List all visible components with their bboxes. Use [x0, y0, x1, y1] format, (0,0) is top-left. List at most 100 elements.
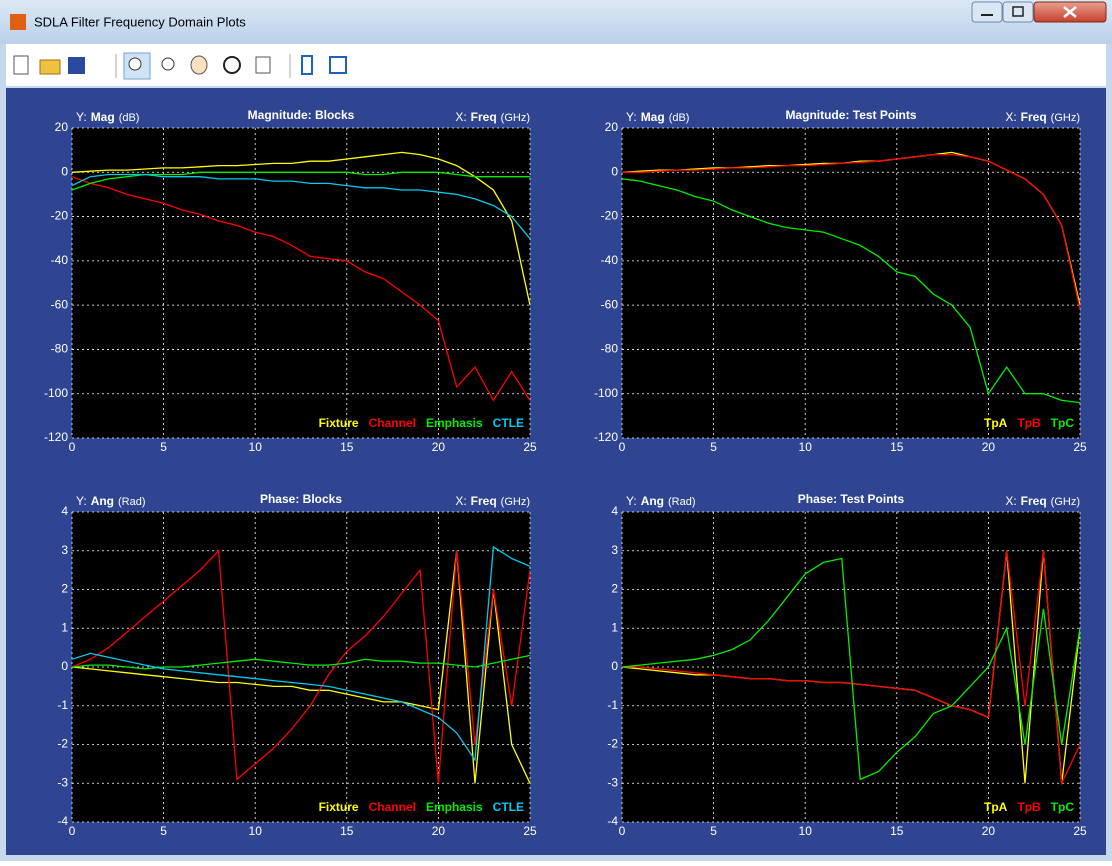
ylabel-unit: (Rad)	[118, 496, 146, 508]
toolbar-icons	[13, 52, 347, 80]
legend-entry: Fixture	[319, 416, 359, 430]
new-icon[interactable]	[13, 55, 29, 75]
legend-entry: TpC	[1051, 800, 1075, 814]
y-tick-label: 4	[61, 504, 68, 518]
y-tick-label: 4	[611, 504, 618, 518]
x-tick-label: 5	[710, 440, 717, 454]
x-tick-label: 25	[1073, 440, 1087, 454]
y-tick-label: -60	[601, 297, 619, 311]
y-tick-label: -40	[51, 253, 69, 267]
plot-area	[622, 128, 1080, 438]
y-tick-label: 0	[611, 164, 618, 178]
legend-entry: CTLE	[493, 416, 524, 430]
xlabel: X: Freq (GHz)	[455, 494, 530, 508]
window-title: SDLA Filter Frequency Domain Plots	[34, 14, 246, 29]
legend-entry: TpA	[984, 800, 1008, 814]
y-tick-label: 2	[61, 582, 68, 596]
legend-icon[interactable]	[329, 56, 347, 74]
rotate-icon[interactable]	[223, 56, 241, 74]
xlabel-prefix: X:	[1005, 110, 1016, 124]
title-bar	[0, 0, 1112, 44]
series-line	[622, 178, 1080, 404]
xlabel-unit: (GHz)	[1051, 496, 1080, 508]
x-tick-label: 20	[982, 440, 996, 454]
legend-entry: TpC	[1051, 416, 1075, 430]
ylabel-name: Mag	[641, 110, 665, 124]
xlabel-prefix: X:	[1005, 494, 1016, 508]
y-tick-label: 3	[61, 543, 68, 557]
series-line	[622, 557, 1080, 781]
ylabel-prefix: Y:	[626, 110, 637, 124]
x-tick-label: 25	[1073, 824, 1087, 838]
ylabel-prefix: Y:	[626, 494, 637, 508]
y-tick-label: -3	[57, 775, 68, 789]
x-tick-label: 5	[160, 824, 167, 838]
x-tick-label: 10	[249, 824, 263, 838]
x-tick-label: 25	[523, 824, 537, 838]
pan-icon[interactable]	[190, 55, 208, 75]
y-tick-label: -20	[51, 209, 69, 223]
y-tick-label: 0	[61, 164, 68, 178]
minimize-button[interactable]	[971, 1, 1003, 23]
xlabel-name: Freq	[1021, 110, 1047, 124]
legend-entry: Fixture	[319, 800, 359, 814]
ylabel-name: Ang	[641, 494, 664, 508]
y-tick-label: -4	[57, 814, 68, 828]
maximize-glyph	[1012, 6, 1024, 17]
xlabel: X: Freq (GHz)	[1005, 494, 1080, 508]
save-icon[interactable]	[68, 57, 85, 74]
colorbar-icon[interactable]	[301, 55, 313, 75]
y-tick-label: 0	[611, 659, 618, 673]
x-tick-label: 15	[890, 824, 904, 838]
xlabel-unit: (GHz)	[501, 112, 530, 124]
toolbar	[6, 44, 1106, 86]
series-line	[72, 176, 530, 402]
y-tick-label: -4	[607, 814, 618, 828]
xlabel: X: Freq (GHz)	[1005, 110, 1080, 124]
chart-title: Phase: Blocks	[260, 492, 342, 506]
y-tick-label: 0	[61, 659, 68, 673]
x-tick-label: 10	[249, 440, 263, 454]
ylabel-prefix: Y:	[76, 110, 87, 124]
plot-area	[72, 512, 530, 822]
x-tick-label: 15	[340, 440, 354, 454]
zoom-out-icon[interactable]	[161, 57, 175, 71]
xlabel-unit: (GHz)	[501, 496, 530, 508]
x-tick-label: 20	[982, 824, 996, 838]
x-tick-label: 15	[890, 440, 904, 454]
ylabel-prefix: Y:	[76, 494, 87, 508]
y-tick-label: -120	[44, 430, 68, 444]
ylabel-name: Ang	[91, 494, 114, 508]
y-tick-label: -40	[601, 253, 619, 267]
ylabel-unit: (dB)	[669, 112, 690, 124]
x-tick-label: 0	[69, 440, 76, 454]
open-icon[interactable]	[39, 59, 61, 75]
plot-area	[72, 128, 530, 438]
series-line	[72, 151, 530, 306]
y-tick-label: -100	[594, 386, 618, 400]
y-tick-label: 1	[611, 620, 618, 634]
legend-entry: TpB	[1017, 416, 1041, 430]
ylabel: Y: Ang (Rad)	[76, 494, 146, 508]
maximize-button[interactable]	[1002, 1, 1034, 23]
x-tick-label: 5	[160, 440, 167, 454]
series-line	[622, 153, 1080, 310]
series-line	[72, 550, 530, 784]
y-tick-label: 20	[55, 120, 69, 134]
y-tick-label: -80	[601, 342, 619, 356]
series-line	[72, 545, 530, 762]
zoom-in-icon	[128, 57, 142, 71]
y-tick-label: 3	[611, 543, 618, 557]
x-tick-label: 20	[432, 440, 446, 454]
y-tick-label: -3	[607, 775, 618, 789]
y-tick-label: -60	[51, 297, 69, 311]
y-tick-label: -2	[607, 737, 618, 751]
y-tick-label: 2	[611, 582, 618, 596]
xlabel-prefix: X:	[455, 110, 466, 124]
y-tick-label: 1	[61, 620, 68, 634]
ylabel: Y: Mag (dB)	[76, 110, 139, 124]
data-cursor-icon[interactable]	[255, 56, 271, 74]
series-line	[72, 654, 530, 670]
xlabel: X: Freq (GHz)	[455, 110, 530, 124]
